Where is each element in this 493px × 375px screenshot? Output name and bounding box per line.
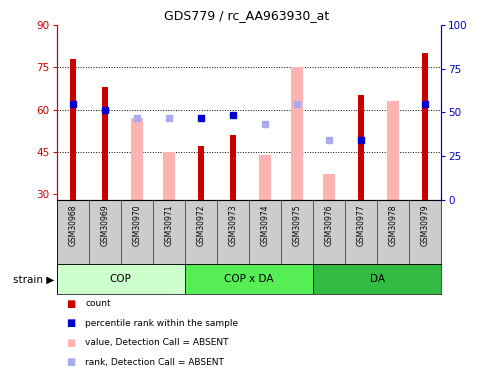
- Bar: [358, 96, 364, 200]
- Text: percentile rank within the sample: percentile rank within the sample: [85, 319, 239, 328]
- Text: GSM30975: GSM30975: [292, 204, 302, 246]
- Text: GSM30973: GSM30973: [228, 204, 238, 246]
- Text: GSM30979: GSM30979: [421, 204, 430, 246]
- Bar: [323, 174, 335, 200]
- Bar: [163, 152, 175, 200]
- Text: COP x DA: COP x DA: [224, 274, 274, 284]
- Text: DA: DA: [370, 274, 385, 284]
- Text: count: count: [85, 299, 111, 308]
- Text: GSM30969: GSM30969: [100, 204, 109, 246]
- Text: strain ▶: strain ▶: [13, 274, 54, 284]
- Bar: [291, 68, 303, 200]
- Text: GSM30970: GSM30970: [132, 204, 141, 246]
- Text: GSM30971: GSM30971: [164, 204, 174, 246]
- Bar: [259, 154, 271, 200]
- Text: ■: ■: [67, 338, 76, 348]
- Bar: [198, 146, 204, 200]
- Bar: [387, 101, 399, 200]
- Text: GSM30968: GSM30968: [68, 204, 77, 246]
- Bar: [57, 264, 185, 294]
- Text: value, Detection Call = ABSENT: value, Detection Call = ABSENT: [85, 338, 229, 347]
- Text: GSM30977: GSM30977: [356, 204, 366, 246]
- Bar: [102, 87, 108, 200]
- Text: GSM30972: GSM30972: [196, 204, 206, 246]
- Text: GSM30974: GSM30974: [260, 204, 270, 246]
- Bar: [230, 135, 236, 200]
- Text: ■: ■: [67, 299, 76, 309]
- Bar: [185, 264, 313, 294]
- Bar: [313, 264, 441, 294]
- Bar: [422, 53, 428, 200]
- Text: GDS779 / rc_AA963930_at: GDS779 / rc_AA963930_at: [164, 9, 329, 22]
- Text: GSM30978: GSM30978: [388, 204, 398, 246]
- Bar: [131, 118, 143, 200]
- Text: rank, Detection Call = ABSENT: rank, Detection Call = ABSENT: [85, 358, 224, 367]
- Text: COP: COP: [110, 274, 132, 284]
- Text: ■: ■: [67, 357, 76, 367]
- Text: ■: ■: [67, 318, 76, 328]
- Text: GSM30976: GSM30976: [324, 204, 334, 246]
- Bar: [70, 59, 76, 200]
